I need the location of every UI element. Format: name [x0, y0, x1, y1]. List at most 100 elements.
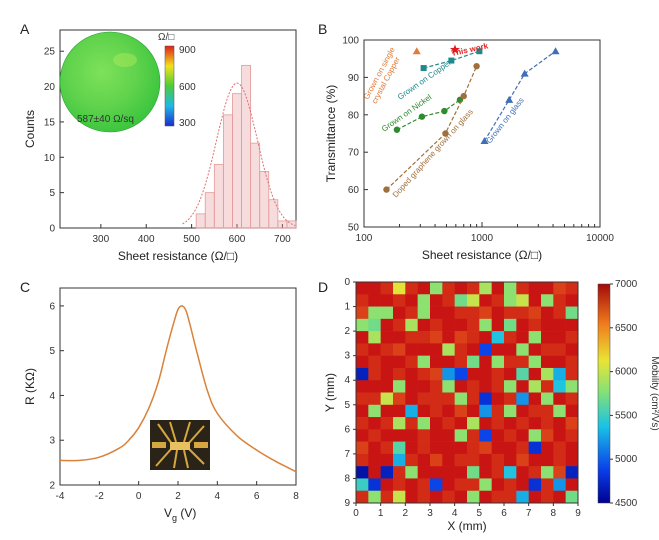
panel-b-marker — [480, 136, 489, 144]
panel-d-cell — [393, 466, 406, 479]
panel-d-cell — [541, 355, 554, 369]
panel-d-cell — [417, 331, 431, 344]
panel-a-ytick-label: 25 — [44, 47, 56, 58]
panel-d-cell — [417, 429, 431, 442]
panel-d-cell — [553, 343, 566, 356]
panel-d-cell — [516, 429, 529, 442]
panel-d-cell — [541, 441, 554, 455]
panel-d-cell — [442, 294, 455, 307]
panel-a-wafer-highlight — [113, 53, 137, 67]
panel-d-cell — [454, 392, 468, 406]
panel-d-cell — [454, 282, 468, 295]
panel-d-cell — [356, 441, 369, 455]
panel-d-cell — [491, 441, 505, 455]
panel-d-cell — [504, 392, 517, 406]
panel-d-cell — [430, 441, 443, 455]
panel-d-cell — [417, 343, 431, 356]
panel-d-cell — [528, 392, 542, 406]
panel-d-cell — [467, 343, 480, 356]
panel-d-cell — [491, 417, 505, 430]
panel-d-cell — [541, 417, 554, 430]
panel-d-cell — [479, 343, 492, 356]
panel-d-cell — [516, 331, 529, 344]
panel-d-cell — [553, 392, 566, 406]
panel-d-cell — [368, 343, 381, 356]
panel-b-annotation: Doped graphene grown on glass — [391, 107, 475, 199]
panel-d-cell — [368, 417, 381, 430]
panel-d-cell — [430, 306, 443, 320]
panel-d-cell — [356, 355, 369, 369]
panel-d-cell — [553, 318, 566, 332]
panel-b-xtick-label: 100 — [356, 233, 373, 244]
panel-b-marker — [551, 47, 560, 55]
panel-d-cell — [541, 490, 554, 504]
panel-d-cell — [553, 453, 566, 467]
panel-d-cell — [356, 306, 369, 320]
panel-b-annotation-line: Grown on Nickel — [380, 92, 433, 133]
panel-a-ytick-label: 20 — [44, 82, 56, 93]
panel-d-cell — [541, 282, 554, 295]
panel-d-cell — [380, 392, 394, 406]
panel-d-cell — [430, 417, 443, 430]
panel-a-bar — [250, 142, 261, 229]
panel-d-cell — [393, 392, 406, 406]
panel-d-cell — [356, 478, 369, 492]
panel-d-ytick-label: 3 — [344, 351, 350, 362]
panel-a-bar — [286, 220, 297, 229]
panel-b-frame — [363, 39, 601, 228]
panel-d-cell — [368, 490, 381, 504]
panel-d-cell — [393, 490, 406, 504]
panel-d-cell — [479, 441, 492, 455]
panel-d-cell — [442, 343, 455, 356]
panel-d-cell — [516, 392, 529, 406]
panel-letter-a: A — [20, 21, 30, 37]
panel-d-cell — [467, 367, 480, 381]
panel-a-frame — [59, 29, 297, 229]
panel-b-marker — [505, 95, 514, 103]
panel-d-cell — [368, 306, 381, 320]
panel-d-cell — [528, 404, 542, 418]
panel-d-cell — [504, 417, 517, 430]
panel-d-cell — [541, 478, 554, 492]
panel-d-cell — [442, 429, 455, 442]
panel-d-cell — [405, 429, 418, 442]
panel-d-cell — [368, 294, 381, 307]
panel-d-cell — [442, 380, 455, 393]
panel-c-xlabel-unit: (V) — [177, 506, 196, 520]
panel-d-colorbar-tick-label: 6000 — [615, 367, 638, 378]
panel-d-xtick-label: 4 — [452, 508, 458, 519]
panel-d-cell — [393, 282, 406, 295]
panel-a-xtick-label: 400 — [138, 234, 155, 245]
panel-d-cell — [442, 490, 455, 504]
panel-d-cell — [405, 404, 418, 418]
panel-d-cell — [528, 429, 542, 442]
panel-a-bar — [204, 192, 215, 229]
panel-letter-c: C — [20, 279, 30, 295]
panel-d-cell — [356, 392, 369, 406]
panel-d-cell — [467, 466, 480, 479]
panel-d-cell — [479, 417, 492, 430]
panel-b-marker — [520, 69, 529, 77]
panel-c-device-channel — [170, 442, 190, 450]
panel-d-cell — [380, 318, 394, 332]
panel-d-cell — [430, 466, 443, 479]
panel-d-cell — [405, 318, 418, 332]
panel-b-ytick-label: 90 — [348, 73, 360, 84]
panel-d-cell — [430, 380, 443, 393]
panel-d-cell — [479, 331, 492, 344]
panel-c-device-lead — [183, 421, 191, 443]
panel-d-cell — [479, 380, 492, 393]
panel-d-colorbar-label: Mobility (cm²/Vs) — [649, 356, 659, 430]
panel-d-cell — [380, 490, 394, 504]
panel-d-cell — [442, 417, 455, 430]
panel-d-cell — [553, 282, 566, 295]
panel-d-cell — [442, 355, 455, 369]
panel-d-cell — [553, 429, 566, 442]
panel-d-cell — [467, 478, 480, 492]
panel-a-bar — [277, 220, 288, 229]
panel-b-marker — [450, 44, 460, 54]
panel-c-ylabel: R (KΩ) — [23, 368, 37, 405]
panel-d-cell — [405, 294, 418, 307]
panel-d-cell — [467, 282, 480, 295]
panel-a-bar — [195, 213, 206, 229]
